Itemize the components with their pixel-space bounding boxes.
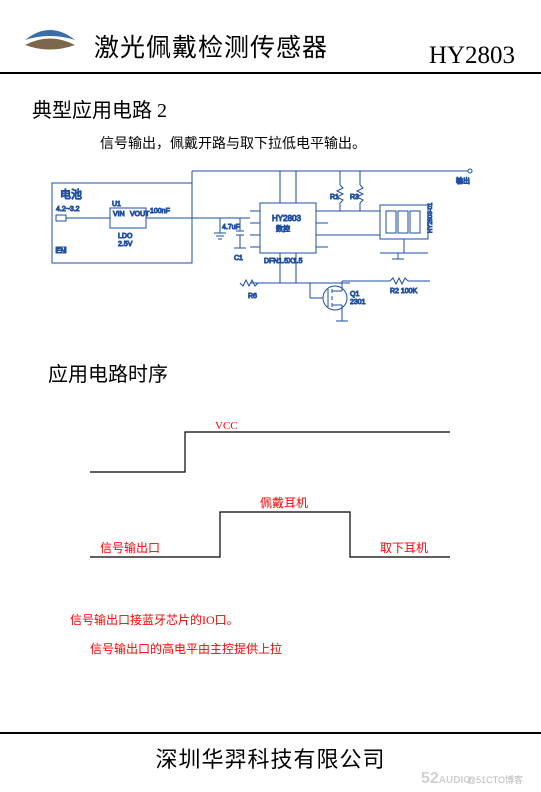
- page-footer: 深圳华羿科技有限公司: [0, 732, 541, 774]
- lbl-chip: HY2803: [272, 214, 301, 223]
- lbl-output: 输出: [456, 176, 470, 185]
- lbl-ldo: LDO: [118, 233, 133, 240]
- lbl-u1: U1: [112, 201, 121, 208]
- part-number: HY2803: [423, 42, 521, 74]
- lbl-rout: R2 100K: [390, 288, 418, 295]
- lbl-wear: 佩戴耳机: [260, 495, 308, 510]
- watermark-text: @51CTO博客: [467, 773, 523, 786]
- doc-title: 激光佩戴检测传感器: [94, 28, 328, 66]
- lbl-r6: R6: [248, 293, 257, 300]
- section-1-title: 典型应用电路 2: [32, 94, 541, 123]
- lbl-vcc: VCC: [215, 420, 238, 432]
- watermark-logo: 52AUDIO: [421, 770, 471, 788]
- circuit-diagram: 电池 4.2~3.2 U1 VIN VOUT LDO 2.5V 100nF EN: [50, 163, 490, 328]
- section-1-desc: 信号输出，佩戴开路与取下拉低电平输出。: [100, 133, 541, 153]
- section-2-title: 应用电路时序: [48, 358, 541, 387]
- lbl-mospn: 2301: [350, 299, 366, 306]
- lbl-r1: R1: [330, 194, 339, 201]
- lbl-chipsub: 数控: [276, 224, 290, 233]
- lbl-sigout: 信号输出口: [100, 540, 160, 555]
- lbl-cap: 4.7uF: [222, 224, 240, 231]
- lbl-en: EN: [56, 248, 66, 255]
- lbl-remove: 取下耳机: [380, 541, 428, 555]
- lbl-vout: VOUT: [130, 211, 150, 218]
- company-logo: [20, 18, 80, 66]
- lbl-r3: R3: [350, 194, 359, 201]
- lbl-battery: 电池: [60, 188, 82, 201]
- page-header: 激光佩戴检测传感器 HY2803: [0, 0, 541, 74]
- timing-diagram: VCC 佩戴耳机 信号输出口 取下耳机: [70, 417, 470, 597]
- lbl-mos: Q1: [350, 291, 359, 298]
- lbl-ldov: 2.5V: [118, 241, 133, 248]
- note-1: 信号输出口接蓝牙芯片的IO口。: [70, 611, 541, 628]
- lbl-pd: HY2803-01: [428, 202, 434, 233]
- note-2: 信号输出口的高电平由主控提供上拉: [90, 640, 541, 657]
- lbl-pkg: DFN1.5X1.5: [264, 258, 303, 265]
- lbl-cldo: 100nF: [150, 208, 170, 215]
- company-name: 深圳华羿科技有限公司: [155, 747, 385, 772]
- lbl-vin: VIN: [113, 211, 125, 218]
- lbl-vbat: 4.2~3.2: [56, 206, 80, 213]
- lbl-c1: C1: [234, 255, 243, 262]
